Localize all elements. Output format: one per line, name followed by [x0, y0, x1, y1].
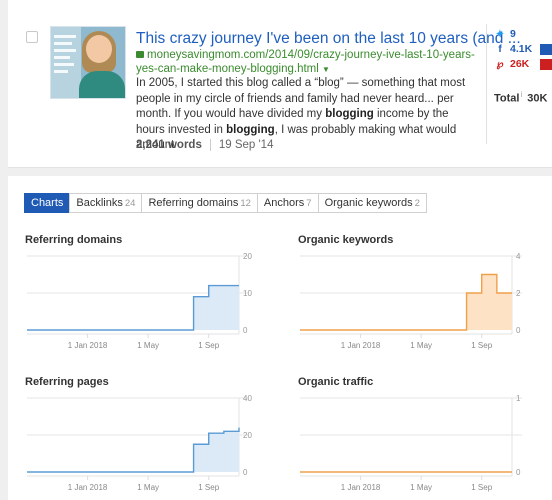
y-tick-label: 2: [516, 289, 521, 298]
chart-title-organic-keywords: Organic keywords: [298, 234, 394, 246]
y-tick-label: 10: [243, 289, 252, 298]
x-tick-label: 1 May: [137, 483, 159, 492]
pinterest-shares: ℘ 26K: [494, 58, 552, 70]
divider: [486, 24, 487, 144]
chart-organic-keywords: 4 2 0 1 Jan 2018 1 May 1 Sep: [299, 252, 522, 350]
article-title-link[interactable]: This crazy journey I've been on the last…: [136, 30, 521, 47]
y-tick-label: 0: [243, 326, 248, 335]
x-tick-label: 1 Jan 2018: [341, 341, 381, 350]
result-card: This crazy journey I've been on the last…: [8, 0, 552, 168]
y-tick-label: 1: [516, 394, 521, 403]
publish-date: 19 Sep '14: [209, 139, 274, 151]
chart-referring-domains: 20 10 0 1 Jan 2018 1 May 1 Sep: [26, 252, 252, 350]
lock-icon: [136, 51, 144, 58]
x-tick-label: 1 Sep: [471, 341, 492, 350]
tab-referring-domains[interactable]: Referring domains 12: [141, 193, 258, 213]
tab-bar: Charts Backlinks 24 Referring domains 12 Anch…: [24, 193, 427, 213]
info-icon[interactable]: i: [520, 90, 523, 99]
tab-charts[interactable]: Charts: [24, 193, 71, 213]
x-tick-label: 1 Sep: [471, 483, 492, 492]
chart-title-referring-domains: Referring domains: [25, 234, 123, 246]
tab-backlinks[interactable]: Backlinks 24: [69, 193, 143, 213]
chart-referring-pages: 40 20 0 1 Jan 2018 1 May 1 Sep: [26, 394, 252, 492]
y-tick-label: 0: [243, 468, 248, 477]
tab-count: 12: [240, 198, 251, 209]
pinterest-bar: [540, 58, 552, 70]
tab-organic-keywords[interactable]: Organic keywords 2: [317, 193, 427, 213]
series-line: [27, 427, 240, 473]
article-url-text[interactable]: moneysavingmom.com/2014/09/crazy-journey…: [136, 49, 475, 75]
y-tick-label: 0: [516, 468, 521, 477]
tab-count: 2: [414, 198, 420, 209]
select-checkbox[interactable]: [26, 31, 38, 43]
chart-title-organic-traffic: Organic traffic: [298, 376, 374, 388]
twitter-shares: ✦ 9: [495, 28, 516, 40]
article-thumbnail[interactable]: [50, 26, 126, 99]
series-area: [27, 427, 239, 472]
chart-title-referring-pages: Referring pages: [25, 376, 109, 388]
x-tick-label: 1 May: [137, 341, 159, 350]
x-tick-label: 1 Jan 2018: [341, 483, 381, 492]
x-tick-label: 1 Sep: [198, 483, 219, 492]
article-snippet: In 2005, I started this blog called a “b…: [136, 77, 466, 151]
y-tick-label: 0: [516, 326, 521, 335]
word-count: 2,241 words: [136, 139, 202, 151]
tab-count: 24: [124, 198, 136, 209]
x-tick-label: 1 May: [410, 341, 432, 350]
x-tick-label: 1 May: [410, 483, 432, 492]
charts-panel: Charts Backlinks 24 Referring domains 12 Anch…: [8, 176, 552, 500]
pinterest-icon: ℘: [496, 58, 504, 70]
article-url-link[interactable]: moneysavingmom.com/2014/09/crazy-journey…: [136, 48, 476, 77]
series-area: [27, 285, 239, 330]
caret-down-icon[interactable]: ▼: [322, 65, 330, 74]
y-tick-label: 40: [243, 394, 252, 403]
twitter-icon: ✦: [495, 28, 505, 40]
total-shares: Totali 30K: [494, 90, 548, 105]
x-tick-label: 1 Jan 2018: [68, 341, 108, 350]
facebook-bar: [540, 43, 552, 55]
tab-count: 7: [306, 198, 312, 209]
facebook-shares: f 4.1K: [494, 43, 552, 55]
y-tick-label: 20: [243, 431, 252, 440]
article-meta: 2,241 words 19 Sep '14: [136, 139, 274, 151]
tab-anchors[interactable]: Anchors 7: [256, 193, 319, 213]
y-tick-label: 4: [516, 252, 521, 261]
series-area: [300, 274, 512, 330]
y-tick-label: 20: [243, 252, 252, 261]
x-tick-label: 1 Sep: [198, 341, 219, 350]
facebook-icon: f: [498, 43, 502, 55]
series-line: [27, 284, 239, 331]
chart-organic-traffic: 1 0 1 Jan 2018 1 May 1 Sep: [299, 394, 522, 492]
x-tick-label: 1 Jan 2018: [68, 483, 108, 492]
